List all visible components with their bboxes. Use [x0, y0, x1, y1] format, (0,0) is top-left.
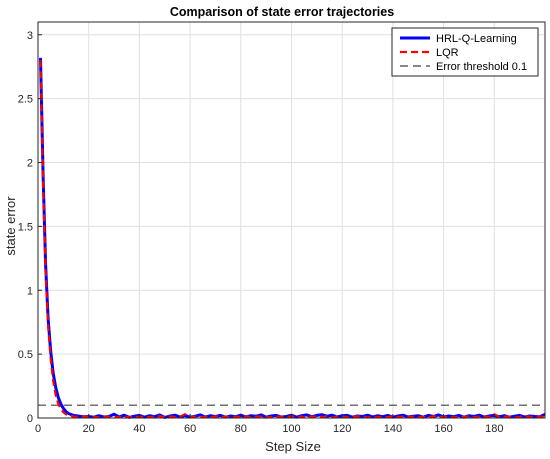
x-tick-label: 140 — [384, 423, 402, 435]
tick-labels: 0 20 40 60 80 100 120 140 160 180 0 0.5 1 1.5 2 2.5 3 — [18, 30, 504, 435]
axis-ticks — [37, 34, 495, 419]
series-line-1 — [39, 60, 546, 419]
legend-label-0: HRL-Q-Learning — [436, 33, 517, 45]
legend-label-2: Error threshold 0.1 — [436, 61, 527, 73]
series-layer — [38, 57, 546, 419]
y-tick-label: 2.5 — [18, 94, 33, 106]
y-tick-label: 3 — [27, 30, 33, 42]
y-tick-label: 2 — [27, 158, 33, 170]
y-tick-label: 0.5 — [18, 349, 33, 361]
x-tick-label: 180 — [485, 423, 503, 435]
x-tick-label: 80 — [235, 423, 247, 435]
x-tick-label: 20 — [83, 423, 95, 435]
x-tick-label: 60 — [184, 423, 196, 435]
x-axis-label: Step Size — [265, 439, 321, 454]
y-tick-label: 1 — [27, 285, 33, 297]
legend: HRL-Q-Learning LQR Error threshold 0.1 — [391, 27, 539, 77]
x-tick-label: 160 — [434, 423, 452, 435]
x-tick-label: 100 — [282, 423, 300, 435]
x-tick-label: 120 — [333, 423, 351, 435]
legend-label-1: LQR — [436, 47, 459, 59]
x-tick-label: 40 — [133, 423, 145, 435]
y-tick-label: 0 — [27, 413, 33, 425]
chart-title: Comparison of state error trajectories — [170, 5, 394, 19]
y-tick-label: 1.5 — [18, 221, 33, 233]
y-axis-label: state error — [3, 196, 18, 256]
x-tick-label: 0 — [35, 423, 41, 435]
